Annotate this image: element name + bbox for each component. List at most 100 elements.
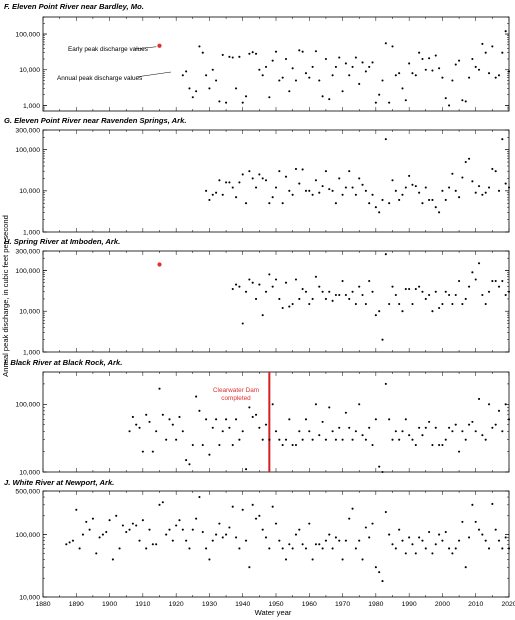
annual-peak-point [201, 444, 204, 447]
annual-peak-point [215, 533, 218, 536]
plot-frame [42, 16, 510, 112]
annual-peak-point [434, 290, 437, 293]
annual-peak-point [341, 438, 344, 441]
chart-panel-0: F. Eleven Point River near Bardley, Mo. 1… [4, 2, 511, 112]
annual-peak-point [364, 70, 367, 73]
annual-peak-point [394, 293, 397, 297]
annual-peak-point [477, 528, 481, 531]
annual-peak-point [507, 418, 511, 421]
annual-peak-point [208, 87, 211, 90]
x-tick-label: 1890 [69, 601, 84, 608]
annual-peak-point [218, 100, 221, 103]
annual-peak-point [458, 279, 461, 283]
annual-peak-point [318, 191, 321, 194]
annual-peak-point [264, 290, 268, 293]
annual-peak-point [195, 517, 198, 520]
annual-peak-point [311, 193, 314, 196]
annual-peak-point [348, 517, 351, 520]
annual-peak-point [504, 536, 507, 539]
annual-peak-point [205, 189, 208, 192]
annual-peak-point [208, 558, 211, 561]
annual-peak-point [428, 198, 431, 202]
annual-peak-point [321, 420, 324, 423]
annual-peak-point [354, 193, 357, 196]
annual-peak-point [507, 547, 511, 550]
annual-peak-point [304, 290, 308, 293]
annual-peak-point [497, 285, 501, 288]
annual-peak-point [308, 189, 311, 192]
chart-panel-4: J. White River at Newport, Ark. 10,000 100… [4, 478, 515, 608]
annual-peak-point [497, 409, 501, 412]
annual-peak-point [454, 293, 457, 297]
annual-peak-point [471, 271, 474, 274]
annual-peak-point [378, 571, 381, 574]
annual-peak-point [268, 438, 271, 441]
annual-peak-point [504, 30, 507, 33]
annual-peak-point [261, 74, 264, 77]
annual-peak-point [371, 290, 374, 293]
annual-peak-point [358, 403, 361, 406]
annual-peak-point [268, 96, 271, 99]
annual-peak-point [351, 507, 354, 510]
annual-peak-point [125, 530, 128, 534]
annual-peak-point [291, 303, 294, 306]
annual-peak-point [318, 543, 321, 546]
annual-peak-point [434, 54, 437, 57]
annual-peak-point [231, 186, 234, 189]
annual-peak-point [444, 290, 447, 293]
annual-peak-point [135, 423, 138, 426]
annual-peak-point [268, 202, 271, 205]
annual-peak-point [334, 536, 337, 539]
annual-peak-point [338, 426, 341, 429]
annual-peak-point [341, 193, 344, 196]
annual-peak-point [418, 536, 421, 539]
x-tick-label: 2000 [435, 601, 450, 608]
plot-frame [42, 129, 510, 233]
annual-peak-point [344, 62, 347, 65]
annual-peak-point [311, 297, 314, 301]
annual-peak-point [278, 170, 281, 173]
y-tick-label: 1,000 [23, 349, 40, 356]
annual-peak-point [318, 285, 321, 288]
annual-peak-point [424, 186, 427, 189]
annual-peak-point [215, 418, 218, 421]
annual-peak-point [348, 170, 351, 173]
annual-peak-point [351, 65, 354, 68]
annual-peak-point [221, 430, 224, 433]
annual-peak-point [374, 418, 377, 421]
annual-peak-point [271, 285, 274, 288]
y-axis-label: Annual peak discharge, in cubic feet per… [1, 215, 10, 377]
annual-peak-point [274, 278, 278, 281]
annual-peak-point [274, 430, 278, 433]
annual-peak-point [414, 185, 417, 188]
annual-peak-point [401, 193, 404, 196]
annual-peak-point [185, 539, 188, 542]
annual-peak-point [231, 505, 234, 508]
annual-peak-point [388, 418, 391, 421]
annotation-leader [133, 46, 157, 50]
x-tick-label: 1990 [402, 601, 417, 608]
annual-peak-point [218, 444, 221, 447]
annual-peak-point [408, 174, 411, 177]
annual-peak-point [358, 285, 361, 288]
annual-peak-point [308, 430, 311, 433]
annual-peak-point [371, 61, 374, 64]
annual-peak-point [111, 558, 114, 561]
annual-peak-point [388, 101, 391, 104]
annual-peak-point [384, 138, 387, 141]
annual-peak-point [254, 413, 258, 416]
annual-peak-point [354, 547, 357, 550]
annual-peak-point [158, 503, 161, 506]
annual-peak-point [281, 202, 284, 205]
annual-peak-point [121, 524, 124, 527]
annual-peak-point [205, 74, 208, 77]
annual-peak-point [341, 90, 344, 93]
annual-peak-point [491, 167, 494, 170]
annual-peak-point [228, 55, 231, 58]
annual-peak-point [304, 72, 308, 75]
annual-peak-point [434, 426, 437, 429]
annual-peak-point [404, 99, 407, 102]
annual-peak-point [244, 202, 248, 205]
annual-peak-point [281, 306, 284, 310]
